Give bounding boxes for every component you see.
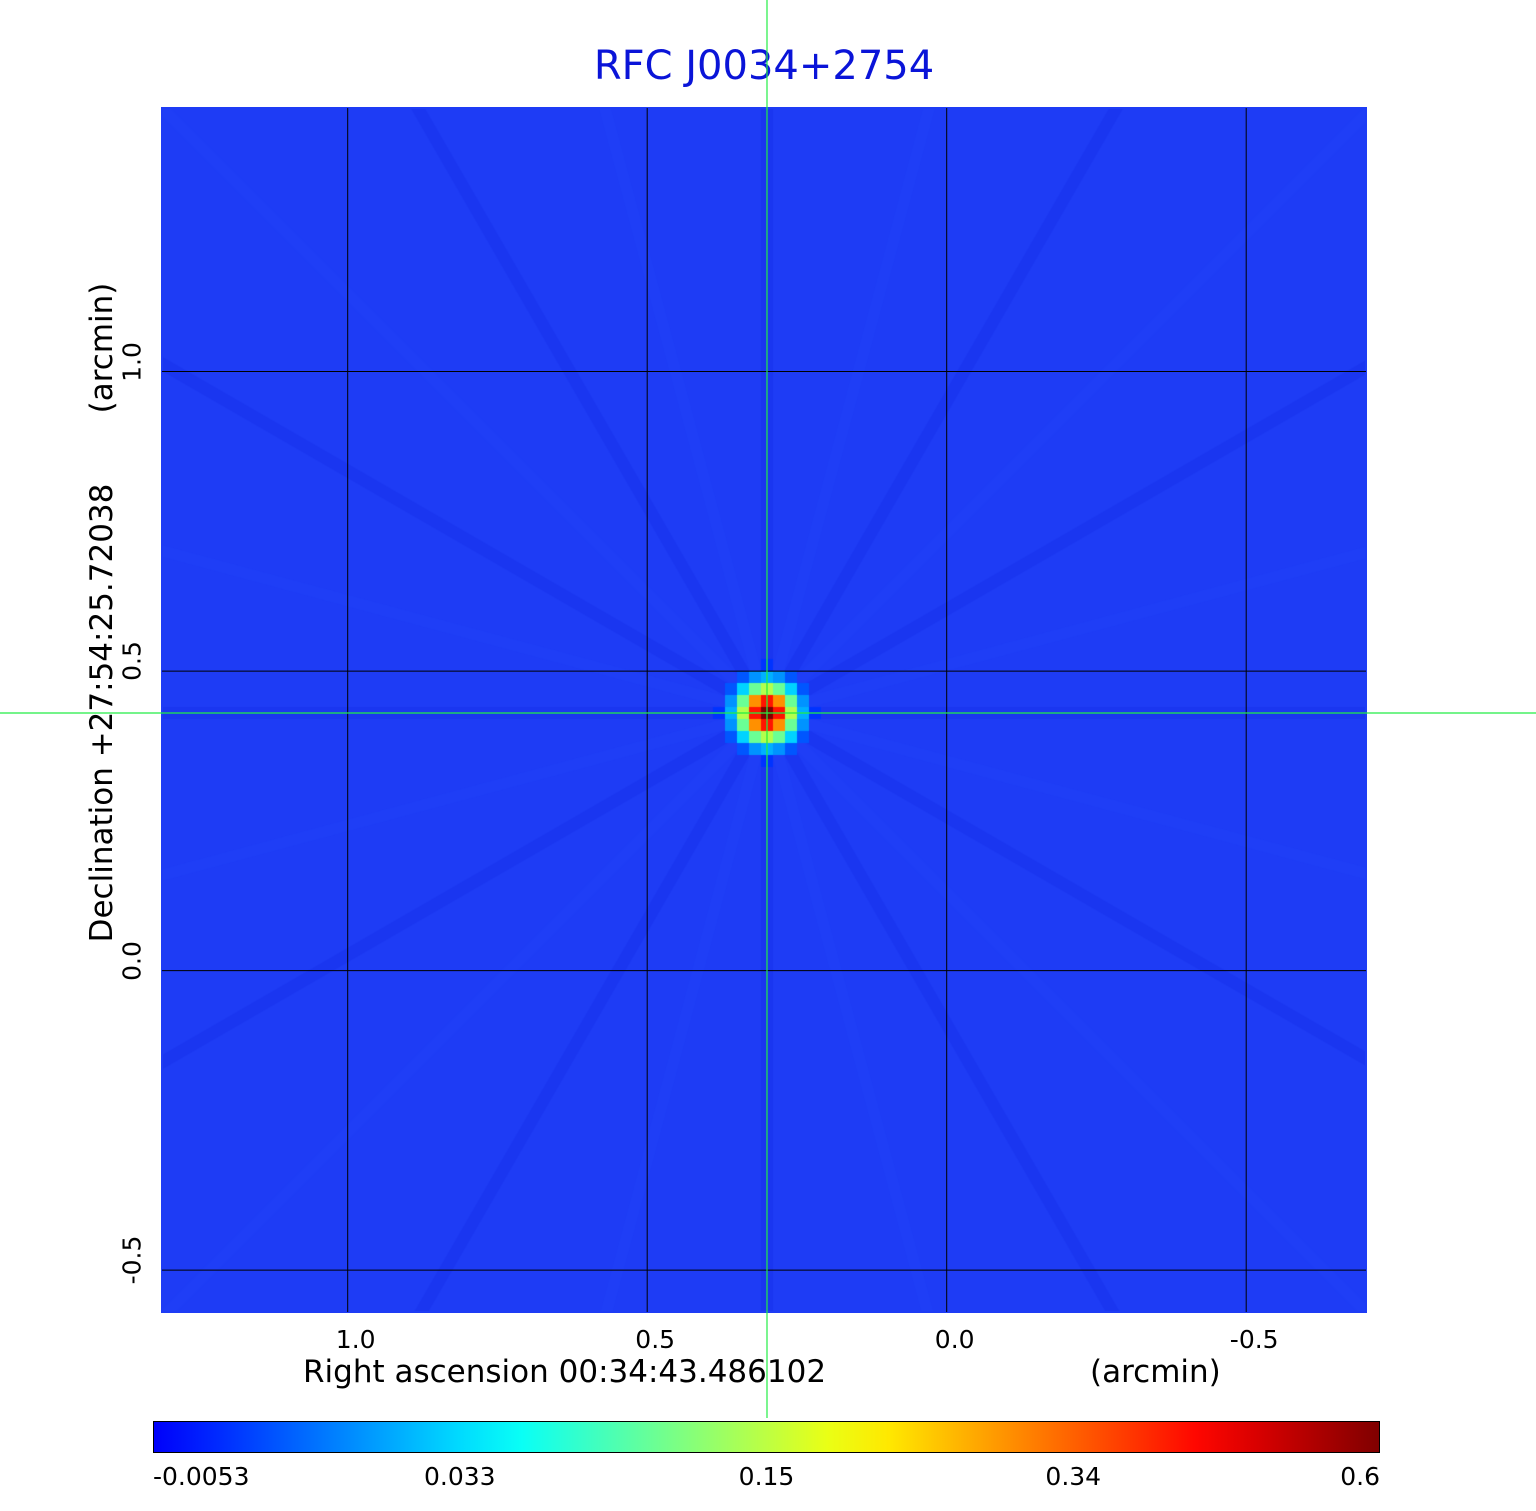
colorbar-tick-label-2: 0.15 — [738, 1462, 795, 1491]
intensity-map — [162, 108, 1366, 1312]
crosshair — [0, 0, 1536, 1418]
y-tick-label-3: -0.5 — [117, 1235, 147, 1285]
x-tick-label-2: 0.0 — [934, 1325, 975, 1354]
x-tick-label-1: 0.5 — [635, 1325, 676, 1354]
colorbar-tick-label-4: 0.6 — [1340, 1462, 1380, 1491]
y-axis-label: Declination +27:54:25.72038 — [84, 483, 120, 943]
chart-title: RFC J0034+2754 — [593, 43, 935, 89]
x-axis-unit: (arcmin) — [1090, 1354, 1221, 1390]
y-axis-unit: (arcmin) — [84, 282, 120, 414]
x-tick-label-3: -0.5 — [1229, 1325, 1279, 1354]
plot-area — [162, 108, 1366, 1312]
colorbar-tick-label-3: 0.34 — [1045, 1462, 1102, 1491]
plot-frame — [161, 107, 1367, 1313]
y-tick-label-2: 0.0 — [117, 940, 147, 981]
colorbar-tick-label-0: -0.0053 — [153, 1462, 250, 1491]
y-tick-label-1: 0.5 — [117, 641, 147, 681]
x-axis-label: Right ascension 00:34:43.486102 — [303, 1354, 827, 1390]
colorbar — [153, 1421, 1380, 1453]
y-tick-label-0: 1.0 — [117, 341, 147, 382]
colorbar-tick-label-1: 0.033 — [423, 1462, 496, 1491]
x-tick-label-0: 1.0 — [335, 1325, 376, 1354]
coordinate-grid — [162, 108, 1366, 1312]
